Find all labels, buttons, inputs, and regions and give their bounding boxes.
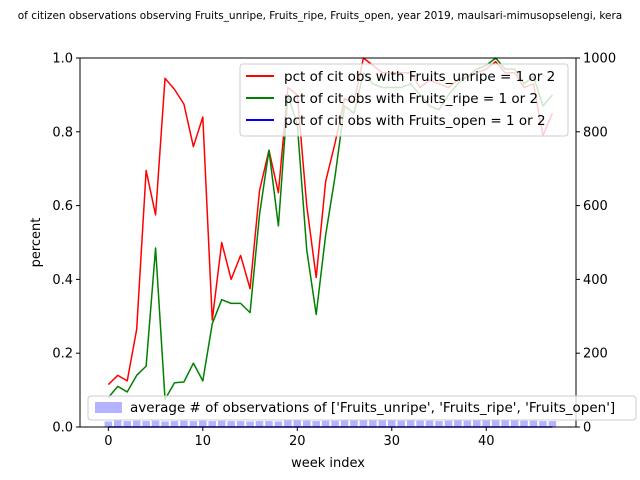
bar	[444, 420, 453, 427]
y2-tick-label: 600	[583, 199, 608, 214]
bar	[142, 421, 150, 427]
legend-box	[239, 63, 569, 137]
bar	[284, 420, 292, 427]
bar	[114, 420, 122, 427]
legend-box	[87, 395, 637, 421]
bar	[548, 421, 557, 427]
bar	[217, 420, 226, 427]
bar	[236, 421, 245, 427]
bar	[539, 421, 547, 427]
y-tick-label: 1.0	[52, 52, 73, 67]
legend-label: pct of cit obs with Fruits_ripe = 1 or 2	[284, 91, 538, 107]
x-tick-label: 30	[383, 434, 400, 449]
bar	[520, 420, 528, 427]
bar	[482, 420, 491, 427]
y2-tick-label: 0	[583, 421, 591, 436]
bar-legend: average # of observations of ['Fruits_un…	[87, 395, 637, 421]
bar	[255, 421, 264, 427]
bar	[312, 421, 320, 427]
x-axis-label: week index	[291, 456, 365, 471]
series-legend: pct of cit obs with Fruits_unripe = 1 or…	[239, 63, 569, 137]
y-tick-label: 0.0	[52, 421, 73, 436]
y2-tick-label: 1000	[583, 52, 616, 67]
bar	[274, 421, 283, 427]
bar	[416, 420, 424, 427]
plot-frame	[79, 57, 577, 428]
bar	[199, 420, 207, 427]
legend-label: average # of observations of ['Fruits_un…	[130, 400, 615, 416]
bar	[161, 421, 169, 427]
bar	[293, 420, 302, 427]
bar	[180, 420, 188, 427]
x-tick-label: 0	[104, 434, 112, 449]
y2-tick-label: 200	[583, 347, 608, 362]
bar	[340, 420, 349, 427]
bar	[132, 420, 141, 427]
bar	[265, 421, 273, 427]
y2-tick-label: 400	[583, 273, 608, 288]
bar	[151, 420, 160, 427]
y-axis-label: percent	[29, 218, 44, 268]
legend-swatch	[95, 402, 122, 413]
bar	[378, 420, 387, 427]
chart-title: of citizen observations observing Fruits…	[18, 10, 623, 22]
y-tick-label: 0.2	[52, 347, 73, 362]
x-tick-label: 10	[195, 434, 212, 449]
bar	[387, 420, 396, 427]
bar	[454, 420, 462, 427]
bar	[350, 420, 358, 427]
bar	[510, 420, 519, 427]
bar	[189, 421, 198, 427]
bar	[397, 420, 405, 427]
bar	[529, 420, 538, 427]
bar	[208, 421, 217, 427]
y2-tick-label: 800	[583, 125, 608, 140]
bar	[435, 421, 443, 427]
bar	[406, 420, 415, 427]
bar	[359, 419, 368, 427]
legend-label: pct of cit obs with Fruits_open = 1 or 2	[284, 113, 546, 129]
bar	[331, 420, 339, 427]
bar	[227, 421, 235, 427]
x-tick-label: 20	[289, 434, 306, 449]
bar	[123, 421, 132, 427]
y-tick-label: 0.8	[52, 125, 73, 140]
bar	[501, 420, 509, 427]
bar	[491, 419, 500, 427]
bar	[473, 420, 481, 427]
y-tick-label: 0.6	[52, 199, 73, 214]
legend-label: pct of cit obs with Fruits_unripe = 1 or…	[284, 69, 555, 85]
bar	[302, 420, 311, 427]
bar	[104, 421, 113, 427]
x-tick-label: 40	[478, 434, 495, 449]
bar	[463, 420, 472, 427]
bar	[170, 421, 179, 427]
bar	[246, 421, 254, 427]
y-tick-label: 0.4	[52, 273, 73, 288]
bar	[425, 420, 434, 427]
bar	[321, 420, 330, 427]
bar	[369, 419, 377, 427]
